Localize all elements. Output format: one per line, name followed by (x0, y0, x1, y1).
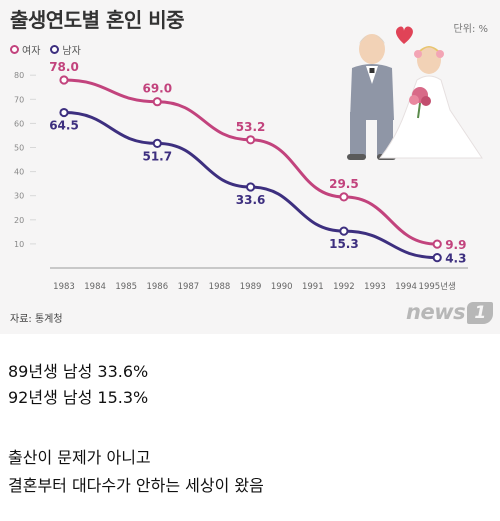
x-tick-label: 1985 (115, 282, 137, 292)
data-point (152, 97, 162, 107)
y-tick-label: 80 (14, 71, 24, 80)
infographic-card: 10 20 30 40 50 60 70 80 1983 1984 1985 1986 1987 1988… (10, 8, 494, 325)
data-point (59, 75, 69, 85)
data-label: 33.6 (236, 193, 266, 207)
data-point (246, 135, 256, 145)
post-line-5: 결혼부터 대다수가 안하는 세상이 왔음 (8, 476, 264, 495)
x-tick-label: 1990 (271, 282, 293, 292)
data-label: 15.3 (329, 237, 359, 251)
y-tick-label: 70 (14, 95, 24, 104)
x-tick-label: 1983 (53, 282, 75, 292)
data-point (339, 226, 349, 236)
source-label: 자료: 통계청 (10, 314, 63, 325)
data-label: 29.5 (329, 177, 359, 191)
y-tick-label: 30 (14, 192, 24, 201)
data-label: 9.9 (445, 238, 466, 252)
news1-logo: news 1 (406, 300, 494, 324)
data-point (432, 253, 442, 263)
data-point (152, 138, 162, 149)
data-point (339, 192, 349, 202)
x-tick-label: 1987 (178, 282, 200, 292)
legend-item-female: 여자 (10, 42, 40, 57)
post-line-4: 출산이 문제가 아니고 (8, 448, 151, 467)
y-tick-label: 20 (14, 216, 24, 225)
x-tick-label: 1988 (209, 282, 231, 292)
wedding-couple-illustration (347, 26, 483, 160)
x-tick-label: 1991 (302, 282, 324, 292)
data-point (246, 182, 256, 192)
x-tick-label: 1984 (84, 282, 106, 292)
x-tick-label: 1994 (395, 282, 417, 292)
legend-male-label: 남자 (62, 46, 81, 57)
post-line-2: 92년생 남성 15.3% (8, 388, 149, 407)
legend: 여자 남자 (10, 42, 81, 57)
chart-title: 출생연도별 혼인 비중 (10, 8, 185, 32)
y-tick-label: 40 (14, 168, 24, 177)
x-tick-label: 1992 (333, 282, 355, 292)
legend-item-male: 남자 (50, 42, 81, 57)
line-chart: 10 20 30 40 50 60 70 80 1983 1984 1985 1986 1987 1988… (14, 26, 483, 292)
unit-label: 단위: % (453, 24, 488, 35)
data-label: 64.5 (49, 119, 79, 133)
data-point (59, 107, 69, 118)
x-tick-label: 1989 (240, 282, 262, 292)
data-label: 69.0 (142, 82, 172, 96)
x-tick-label: 1986 (146, 282, 168, 292)
data-label: 53.2 (236, 120, 266, 134)
y-tick-label: 50 (14, 144, 24, 153)
legend-male-marker-icon (50, 45, 60, 54)
data-label: 51.7 (142, 149, 172, 163)
data-label: 4.3 (445, 252, 466, 266)
legend-female-marker-icon (10, 45, 19, 54)
x-tick-label: 1995년생 (419, 281, 456, 292)
y-tick-label: 10 (14, 240, 24, 249)
x-tick-label: 1993 (364, 282, 386, 292)
data-label: 78.0 (49, 60, 79, 74)
post-line-1: 89년생 남성 33.6% (8, 362, 149, 381)
legend-female-label: 여자 (22, 46, 41, 57)
y-tick-label: 60 (14, 119, 24, 128)
data-point (432, 239, 442, 249)
